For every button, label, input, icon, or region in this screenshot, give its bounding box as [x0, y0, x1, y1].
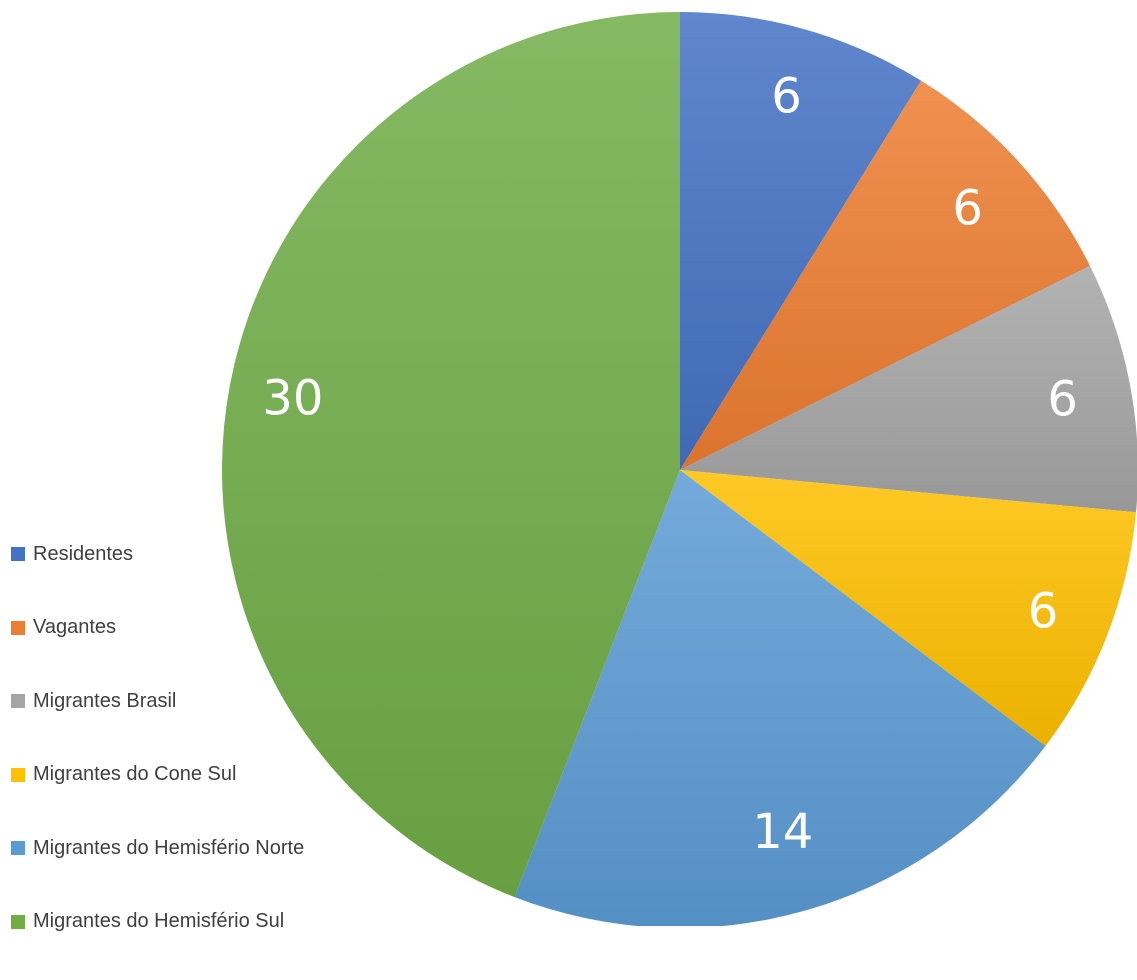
legend-label: Migrantes do Hemisfério Norte: [33, 836, 305, 859]
pie-slices: [222, 12, 1137, 928]
pie-slice-residentes: [680, 12, 922, 470]
legend-swatch: [11, 694, 25, 708]
legend-swatch: [11, 914, 25, 929]
legend-item-vagantes: Vagantes: [11, 613, 391, 643]
legend-label: Migrantes do Hemisfério Sul: [33, 910, 285, 932]
pie-slice-migrantes-do-cone-sul: [680, 470, 1137, 747]
legend-swatch: [11, 841, 25, 855]
legend-item-migrantes-do-cone-sul: Migrantes do Cone Sul: [11, 760, 391, 790]
pie-data-labels: 6 6 6 6 14 30: [262, 69, 1078, 861]
data-label-migrantes-brasil: 6: [1047, 371, 1078, 427]
pie-slice-migrantes-do-hemisferio-norte: [514, 470, 1046, 928]
data-label-vagantes: 6: [952, 181, 983, 237]
legend-item-residentes: Residentes: [11, 539, 391, 569]
chart-legend: Residentes Vagantes Migrantes Brasil Migran…: [11, 539, 391, 980]
data-label-migrantes-do-hemisferio-sul: 30: [262, 371, 323, 427]
pie-chart: 6 6 6 6 14 30: [222, 12, 1137, 928]
data-label-residentes: 6: [771, 69, 802, 125]
legend-label: Residentes: [33, 542, 134, 565]
legend-item-migrantes-do-hemisferio-sul: Migrantes do Hemisfério Sul: [11, 907, 391, 937]
legend-swatch: [11, 547, 25, 561]
legend-swatch: [11, 620, 25, 635]
pie-slice-migrantes-do-hemisferio-sul: [222, 12, 681, 898]
legend-label: Vagantes: [33, 616, 117, 638]
legend-item-migrantes-do-hemisferio-norte: Migrantes do Hemisfério Norte: [11, 833, 391, 863]
legend-item-migrantes-brasil: Migrantes Brasil: [11, 686, 391, 716]
pie-chart-svg: 6 6 6 6 14 30: [222, 12, 1137, 928]
data-label-migrantes-do-hemisferio-norte: 14: [752, 804, 813, 860]
legend-label: Migrantes Brasil: [33, 689, 177, 712]
data-label-migrantes-do-cone-sul: 6: [1028, 584, 1059, 640]
pie-slice-vagantes: [680, 80, 1090, 470]
legend-swatch: [11, 767, 25, 782]
legend-label: Migrantes do Cone Sul: [33, 763, 237, 785]
pie-slice-migrantes-brasil: [680, 265, 1137, 513]
